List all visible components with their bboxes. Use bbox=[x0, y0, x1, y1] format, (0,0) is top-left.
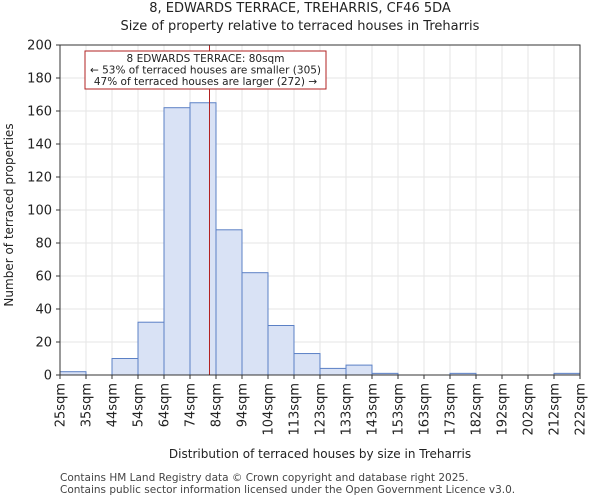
bar bbox=[215, 229, 243, 376]
chart-subtitle: Size of property relative to terraced ho… bbox=[120, 19, 480, 34]
bar bbox=[293, 353, 321, 376]
x-axis-label: Distribution of terraced houses by size … bbox=[169, 447, 471, 461]
bar bbox=[111, 358, 139, 376]
x-tick-label: 64sqm bbox=[158, 383, 173, 427]
footer-copyright: Contains HM Land Registry data © Crown c… bbox=[60, 472, 469, 484]
y-tick-label: 140 bbox=[27, 138, 52, 153]
x-tick-label: 44sqm bbox=[106, 383, 121, 427]
bar bbox=[345, 364, 373, 376]
x-tick-label: 84sqm bbox=[210, 383, 225, 427]
x-tick-label: 222sqm bbox=[574, 383, 589, 436]
x-tick-label: 173sqm bbox=[444, 383, 459, 436]
x-tick-label: 153sqm bbox=[392, 383, 407, 436]
y-tick-label: 100 bbox=[27, 204, 52, 219]
bar bbox=[163, 107, 191, 376]
annotation-box: 8 EDWARDS TERRACE: 80sqm← 53% of terrace… bbox=[84, 50, 327, 90]
x-tick-label: 35sqm bbox=[80, 383, 95, 427]
annotation-frame bbox=[84, 50, 327, 90]
annotation-line: 8 EDWARDS TERRACE: 80sqm bbox=[127, 53, 285, 65]
x-tick-label: 202sqm bbox=[522, 383, 537, 436]
x-tick-label: 143sqm bbox=[366, 383, 381, 436]
annotation-line: ← 53% of terraced houses are smaller (30… bbox=[90, 65, 321, 77]
x-tick-label: 113sqm bbox=[288, 383, 303, 436]
chart-title: 8, EDWARDS TERRACE, TREHARRIS, CF46 5DA bbox=[149, 1, 451, 16]
x-tick-label: 25sqm bbox=[54, 383, 69, 427]
footer-licence: Contains public sector information licen… bbox=[60, 484, 516, 496]
bar bbox=[267, 325, 295, 376]
bar bbox=[189, 102, 217, 376]
y-tick-label: 40 bbox=[35, 303, 52, 318]
x-tick-label: 133sqm bbox=[340, 383, 355, 436]
bar bbox=[137, 321, 165, 376]
x-tick-label: 212sqm bbox=[548, 383, 563, 436]
x-tick-label: 123sqm bbox=[314, 383, 329, 436]
y-tick-label: 20 bbox=[35, 336, 52, 351]
x-tick-label: 74sqm bbox=[184, 383, 199, 427]
y-tick-label: 80 bbox=[35, 237, 52, 252]
x-tick-label: 163sqm bbox=[418, 383, 433, 436]
y-tick-label: 160 bbox=[27, 105, 52, 120]
y-tick-label: 180 bbox=[27, 72, 52, 87]
x-tick-label: 182sqm bbox=[470, 383, 485, 436]
y-tick-label: 200 bbox=[27, 39, 52, 54]
x-tick-label: 94sqm bbox=[236, 383, 251, 427]
bar bbox=[319, 367, 347, 376]
y-tick-label: 60 bbox=[35, 270, 52, 285]
y-tick-labels: 0 20 40 60 80 100 120 140 160 180 200 bbox=[27, 39, 60, 384]
x-tick-label: 104sqm bbox=[262, 383, 277, 436]
y-tick-label: 120 bbox=[27, 171, 52, 186]
y-tick-label: 0 bbox=[44, 369, 52, 384]
x-tick-label: 192sqm bbox=[496, 383, 511, 436]
x-tick-label: 54sqm bbox=[132, 383, 147, 427]
bar bbox=[241, 272, 269, 376]
y-axis-label: Number of terraced properties bbox=[2, 123, 16, 306]
x-tick-labels: 25sqm 35sqm 44sqm 54sqm 64sqm 74sqm 84sqm 94sqm… bbox=[54, 375, 589, 436]
bars bbox=[59, 102, 581, 376]
annotation-line: 47% of terraced houses are larger (272) … bbox=[94, 76, 317, 88]
